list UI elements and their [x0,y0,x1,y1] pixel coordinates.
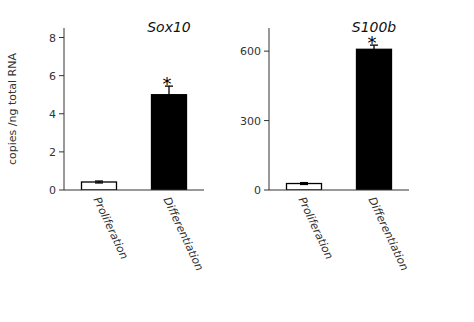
error-cap [300,182,308,183]
title: Sox10 [147,19,191,35]
y-tick [264,51,269,52]
marks [287,45,392,190]
y-tick [264,120,269,121]
panel: 0300600ProliferationDifferentiation*S100… [240,19,411,273]
bar [82,182,117,190]
y-tick [59,190,64,191]
bar [287,184,322,190]
chart: 0 2 4 6 8 Proliferation Differentiation * Sox10 c… [0,0,474,322]
y-tick-label: 0 [49,184,56,197]
error-bar [95,181,103,183]
panel: 0 2 4 6 8 Proliferation Differentiation * Sox10 c… [6,19,206,273]
y-axis [64,28,65,190]
x-tick-label: Proliferation [296,195,336,261]
y-tick-label: 4 [49,108,56,121]
error-cap [95,180,103,181]
x-tick-label: Differentiation [366,195,411,273]
annotation: * [163,73,172,94]
y-axis [269,28,270,190]
error-cap [165,103,173,104]
y-tick [59,37,64,38]
y-tick [264,190,269,191]
y-tick [59,75,64,76]
error-bar [300,183,308,185]
y-tick-label: 300 [240,115,261,128]
y-tick [59,113,64,114]
y-label: copies /ng total RNA [6,53,19,165]
x-axis [269,190,409,191]
error-cap [95,182,103,183]
y-tick-label: 2 [49,146,56,159]
y-tick-label: 8 [49,32,56,45]
bar [152,95,187,190]
error-cap [300,184,308,185]
y-tick [59,151,64,152]
bar [357,49,392,190]
y-tick-label: 0 [254,184,261,197]
error-cap [370,53,378,54]
title: S100b [352,19,397,35]
marks [82,86,187,190]
x-axis [64,190,204,191]
x-tick-label: Proliferation [91,195,131,261]
y-tick-label: 6 [49,70,56,83]
x-tick-label: Differentiation [161,195,206,273]
y-tick-label: 600 [240,45,261,58]
